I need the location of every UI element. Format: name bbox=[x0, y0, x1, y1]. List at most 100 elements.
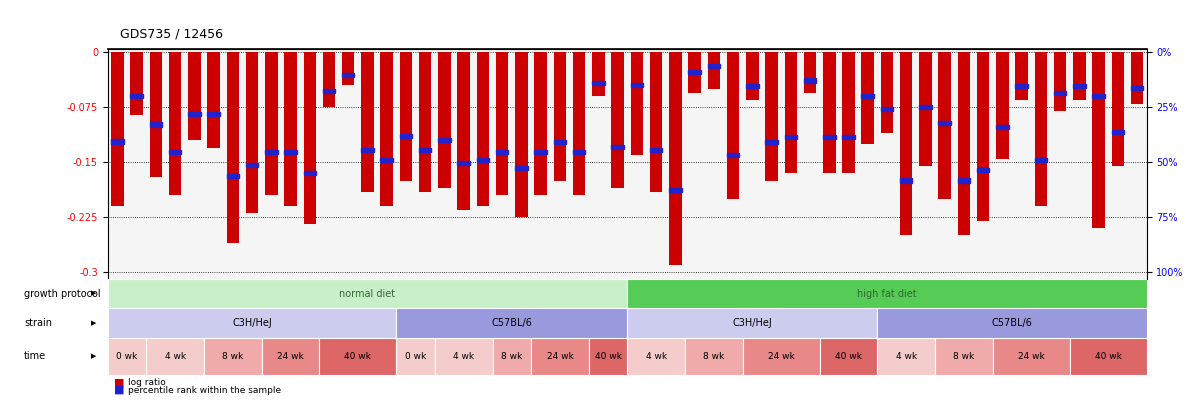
Bar bbox=[1093, 52, 1105, 228]
Bar bbox=[207, 52, 220, 147]
Bar bbox=[746, 83, 759, 87]
Bar bbox=[919, 105, 931, 109]
Bar bbox=[1053, 91, 1067, 95]
Text: time: time bbox=[24, 352, 45, 361]
Text: 4 wk: 4 wk bbox=[164, 352, 186, 361]
Bar bbox=[631, 83, 643, 87]
Bar bbox=[977, 52, 990, 221]
Bar bbox=[824, 52, 836, 173]
Bar bbox=[589, 338, 627, 375]
Bar bbox=[707, 64, 721, 68]
Bar bbox=[881, 107, 893, 111]
Bar bbox=[1074, 83, 1086, 87]
Bar bbox=[476, 52, 490, 206]
Text: ■: ■ bbox=[114, 378, 124, 388]
Text: 8 wk: 8 wk bbox=[223, 352, 243, 361]
Text: 40 wk: 40 wk bbox=[345, 352, 371, 361]
Bar bbox=[515, 166, 528, 170]
Bar bbox=[1131, 86, 1143, 90]
Bar bbox=[245, 163, 259, 167]
Bar bbox=[1131, 52, 1143, 104]
Bar bbox=[1074, 52, 1086, 100]
Bar bbox=[631, 52, 643, 155]
Bar bbox=[396, 338, 435, 375]
Bar bbox=[650, 52, 662, 192]
Bar bbox=[262, 338, 320, 375]
Bar bbox=[862, 52, 874, 144]
Bar bbox=[612, 145, 624, 149]
Bar bbox=[593, 52, 604, 96]
Bar bbox=[396, 308, 627, 338]
Text: C57BL/6: C57BL/6 bbox=[991, 318, 1033, 328]
Bar bbox=[150, 52, 162, 177]
Bar bbox=[688, 70, 700, 74]
Bar bbox=[1112, 130, 1124, 134]
Bar bbox=[342, 73, 354, 77]
Bar bbox=[400, 134, 412, 138]
Bar bbox=[707, 52, 721, 89]
Bar bbox=[935, 338, 992, 375]
Bar bbox=[531, 338, 589, 375]
Bar bbox=[669, 188, 681, 192]
Bar bbox=[727, 153, 740, 157]
Text: ▶: ▶ bbox=[91, 320, 96, 326]
Text: 4 wk: 4 wk bbox=[454, 352, 474, 361]
Text: 8 wk: 8 wk bbox=[953, 352, 974, 361]
Bar bbox=[650, 148, 662, 152]
Bar bbox=[554, 140, 566, 144]
Bar bbox=[534, 150, 547, 154]
Bar bbox=[226, 52, 239, 243]
Bar bbox=[746, 52, 759, 100]
Bar bbox=[996, 52, 1009, 158]
Text: ▶: ▶ bbox=[91, 291, 96, 296]
Bar bbox=[457, 52, 470, 210]
Bar bbox=[1070, 338, 1147, 375]
Bar bbox=[573, 52, 585, 195]
Bar bbox=[877, 308, 1147, 338]
Bar bbox=[381, 158, 393, 162]
Bar bbox=[685, 338, 742, 375]
Bar bbox=[323, 89, 335, 93]
Bar bbox=[111, 52, 123, 206]
Bar bbox=[304, 52, 316, 224]
Bar bbox=[284, 52, 297, 206]
Bar bbox=[803, 52, 816, 93]
Text: 0 wk: 0 wk bbox=[405, 352, 426, 361]
Bar bbox=[765, 52, 778, 181]
Bar bbox=[996, 125, 1009, 129]
Bar bbox=[938, 121, 950, 125]
Bar bbox=[130, 52, 142, 115]
Bar bbox=[1034, 158, 1047, 162]
Bar bbox=[400, 52, 412, 181]
Bar bbox=[1112, 52, 1124, 166]
Bar bbox=[361, 148, 373, 152]
Bar bbox=[361, 52, 373, 192]
Text: 40 wk: 40 wk bbox=[836, 352, 862, 361]
Bar bbox=[457, 160, 470, 164]
Bar bbox=[108, 338, 146, 375]
Bar bbox=[188, 52, 201, 140]
Bar bbox=[1015, 83, 1028, 87]
Text: 8 wk: 8 wk bbox=[703, 352, 724, 361]
Bar bbox=[108, 279, 627, 308]
Bar bbox=[108, 308, 396, 338]
Bar bbox=[284, 150, 297, 154]
Bar bbox=[919, 52, 931, 166]
Bar bbox=[111, 139, 123, 143]
Bar bbox=[419, 52, 431, 192]
Bar bbox=[1093, 94, 1105, 98]
Bar bbox=[820, 338, 877, 375]
Bar bbox=[435, 338, 492, 375]
Text: percentile rank within the sample: percentile rank within the sample bbox=[128, 386, 281, 394]
Bar bbox=[492, 338, 531, 375]
Text: 0 wk: 0 wk bbox=[116, 352, 138, 361]
Bar bbox=[534, 52, 547, 195]
Text: ■: ■ bbox=[114, 385, 124, 395]
Bar bbox=[245, 52, 259, 213]
Bar bbox=[323, 52, 335, 107]
Bar bbox=[226, 174, 239, 178]
Bar bbox=[824, 135, 836, 139]
Text: 24 wk: 24 wk bbox=[278, 352, 304, 361]
Bar bbox=[419, 148, 431, 152]
Bar bbox=[784, 135, 797, 139]
